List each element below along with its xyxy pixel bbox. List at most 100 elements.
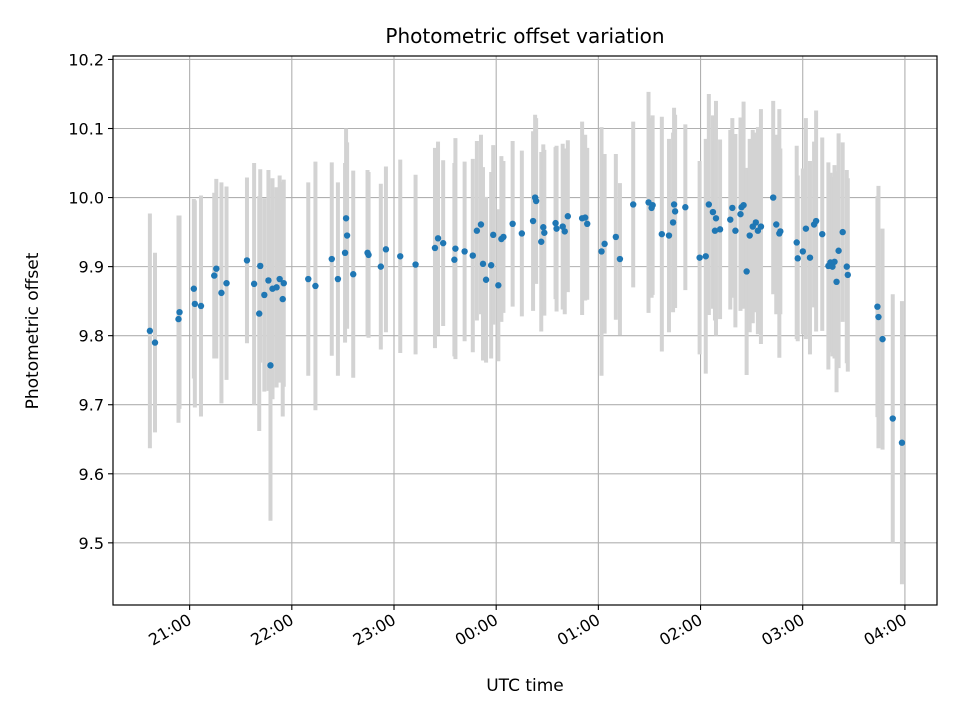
data-point (477, 221, 485, 228)
data-point (669, 219, 677, 226)
data-point (727, 216, 734, 223)
data-point (495, 282, 502, 289)
data-point (461, 248, 468, 255)
data-point (581, 214, 589, 221)
plot-frame (112, 55, 938, 606)
data-point (213, 265, 220, 272)
data-point (777, 228, 784, 235)
data-point (732, 227, 739, 234)
data-point (350, 271, 357, 278)
data-point (598, 248, 605, 255)
data-point (705, 201, 713, 208)
data-point (541, 229, 548, 236)
data-point (328, 255, 335, 263)
data-point (835, 247, 842, 254)
data-point (469, 252, 476, 259)
data-point (261, 291, 268, 299)
data-point (529, 217, 537, 225)
data-point (412, 261, 419, 268)
data-point (538, 238, 545, 245)
data-point (658, 230, 666, 238)
data-point (711, 227, 719, 234)
data-point (397, 253, 404, 260)
data-point (712, 215, 720, 222)
data-point (218, 289, 225, 297)
data-point (176, 309, 183, 316)
data-point (702, 253, 709, 260)
data-point (670, 201, 678, 208)
data-point (343, 232, 351, 239)
data-point (500, 233, 507, 241)
data-point (584, 220, 591, 228)
data-point (757, 223, 765, 230)
data-point (806, 254, 814, 261)
data-point (799, 248, 807, 255)
chart-title: Photometric offset variation (385, 24, 664, 48)
data-point (564, 213, 572, 220)
y-axis-label: Photometric offset (23, 252, 43, 409)
data-point (743, 268, 750, 275)
data-point (377, 263, 385, 270)
data-point (532, 197, 540, 205)
data-point (819, 230, 826, 238)
data-point (482, 276, 490, 283)
data-point (276, 275, 283, 283)
data-point (267, 362, 274, 369)
data-point (451, 256, 458, 263)
data-point (211, 272, 218, 279)
data-point (342, 215, 350, 222)
y-axis-ticks: 9.5 9.6 9.7 9.8 9.9 10.0 10.1 10.2 (68, 50, 113, 553)
data-point (630, 201, 637, 208)
data-point (518, 230, 526, 237)
y-tick-label: 9.9 (79, 258, 104, 277)
data-point (431, 244, 439, 252)
y-tick-label: 10.0 (68, 189, 104, 208)
data-point (843, 263, 850, 270)
data-point (279, 295, 286, 303)
x-axis-label: UTC time (486, 676, 564, 696)
data-point (540, 224, 547, 231)
data-point (561, 228, 568, 235)
data-point (671, 208, 679, 215)
data-point (696, 254, 703, 261)
data-point (844, 271, 851, 279)
data-point (473, 227, 481, 234)
data-point (874, 303, 881, 310)
data-point (752, 219, 760, 226)
y-tick-label: 9.5 (79, 534, 104, 553)
data-point (649, 201, 656, 209)
data-point (256, 310, 263, 317)
data-point (898, 439, 906, 446)
data-point (382, 246, 390, 253)
data-point (833, 278, 840, 286)
data-point (257, 262, 264, 270)
data-point (709, 208, 717, 216)
data-point (794, 255, 801, 262)
y-tick-label: 10.2 (68, 50, 104, 69)
data-point (740, 201, 747, 209)
data-point (729, 204, 736, 212)
data-point (839, 228, 846, 236)
data-point (365, 251, 372, 259)
data-point (439, 239, 447, 247)
data-point (559, 223, 566, 230)
data-point (434, 235, 442, 242)
data-point (553, 225, 560, 232)
data-point (879, 335, 886, 343)
data-point (190, 285, 198, 292)
data-point (737, 210, 744, 218)
data-point (552, 219, 559, 227)
data-point (191, 300, 199, 308)
data-point (223, 279, 230, 287)
data-point (487, 262, 495, 269)
data-point (452, 245, 459, 252)
data-point (875, 313, 882, 321)
data-point (243, 257, 251, 264)
data-point (509, 220, 516, 228)
data-point (312, 282, 319, 290)
data-point (175, 315, 182, 323)
data-point (616, 255, 624, 263)
data-point (829, 263, 836, 270)
